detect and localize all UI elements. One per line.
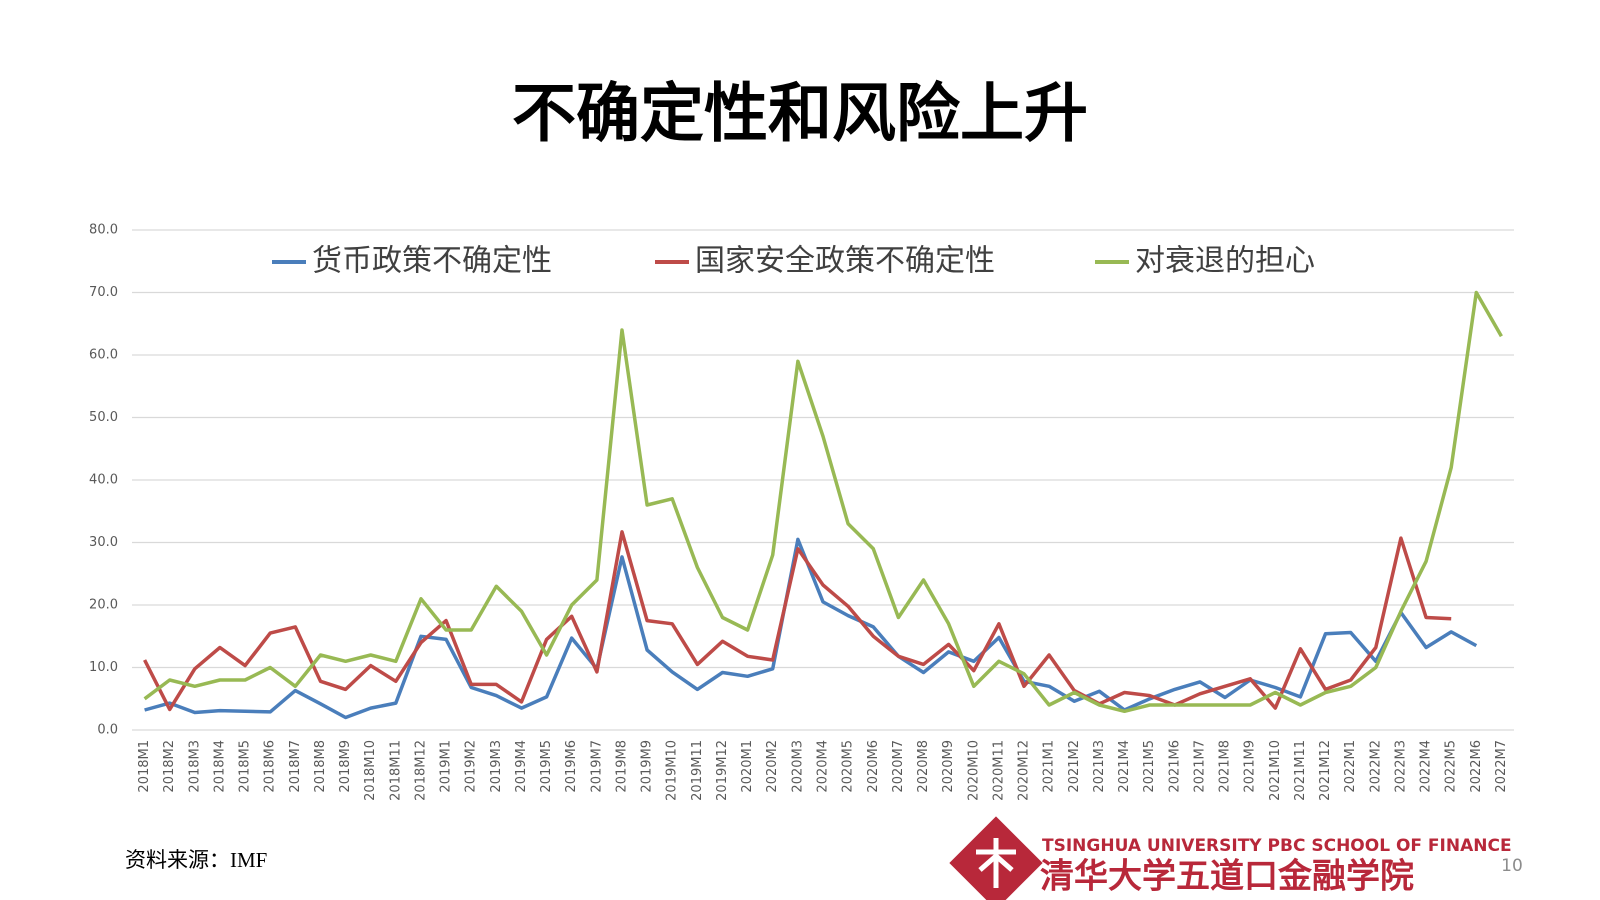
x-tick-label: 2021M10: [1268, 740, 1283, 801]
x-tick-label: 2021M4: [1117, 740, 1132, 793]
x-tick-label: 2019M4: [514, 740, 529, 793]
logo-emblem: [976, 838, 1016, 888]
x-tick-label: 2020M9: [941, 740, 956, 793]
x-tick-label: 2019M6: [564, 740, 579, 793]
y-tick-label: 80.0: [89, 223, 118, 238]
x-tick-label: 2021M8: [1218, 740, 1233, 793]
x-tick-label: 2021M11: [1293, 740, 1308, 801]
x-tick-label: 2019M12: [715, 740, 730, 801]
x-tick-label: 2021M5: [1142, 740, 1157, 793]
x-tick-label: 2020M3: [790, 740, 805, 793]
x-tick-label: 2018M8: [313, 740, 328, 793]
x-tick-label: 2021M2: [1067, 740, 1082, 793]
legend-label: 国家安全政策不确定性: [695, 244, 995, 279]
x-tick-label: 2018M5: [238, 740, 253, 793]
page-number: 10: [1501, 856, 1523, 876]
x-tick-label: 2021M9: [1243, 740, 1258, 793]
x-tick-label: 2022M3: [1393, 740, 1408, 793]
slide-title: 不确定性和风险上升: [512, 78, 1088, 152]
y-tick-label: 0.0: [97, 723, 118, 738]
x-tick-label: 2018M3: [187, 740, 202, 793]
x-tick-label: 2021M7: [1192, 740, 1207, 793]
x-tick-label: 2018M6: [263, 740, 278, 793]
y-tick-label: 60.0: [89, 348, 118, 363]
logo-chinese: 清华大学五道口金融学院: [1040, 857, 1414, 897]
series-line: [143, 290, 1503, 714]
x-tick-label: 2018M11: [388, 740, 403, 801]
x-tick-label: 2018M10: [363, 740, 378, 801]
y-tick-label: 50.0: [89, 410, 118, 425]
x-tick-label: 2022M1: [1343, 740, 1358, 793]
x-tick-label: 2019M9: [640, 740, 655, 793]
x-tick-label: 2022M5: [1444, 740, 1459, 793]
y-tick-label: 70.0: [89, 285, 118, 300]
y-tick-label: 30.0: [89, 535, 118, 550]
x-tick-label: 2019M1: [439, 740, 454, 793]
x-tick-label: 2018M1: [137, 740, 152, 793]
x-tick-label: 2018M4: [212, 740, 227, 793]
logo-english: TSINGHUA UNIVERSITY PBC SCHOOL OF FINANC…: [1042, 836, 1512, 856]
x-tick-label: 2019M2: [464, 740, 479, 793]
x-tick-label: 2019M10: [665, 740, 680, 801]
x-tick-label: 2019M11: [690, 740, 705, 801]
x-tick-label: 2022M6: [1469, 740, 1484, 793]
x-tick-label: 2020M1: [740, 740, 755, 793]
x-tick-label: 2018M7: [288, 740, 303, 793]
x-tick-label: 2021M6: [1167, 740, 1182, 793]
y-tick-label: 20.0: [89, 598, 118, 613]
legend-label: 货币政策不确定性: [312, 244, 552, 279]
x-tick-label: 2018M2: [162, 740, 177, 793]
x-tick-label: 2020M11: [991, 740, 1006, 801]
y-tick-label: 40.0: [89, 473, 118, 488]
x-tick-label: 2020M5: [841, 740, 856, 793]
x-tick-label: 2019M8: [614, 740, 629, 793]
x-tick-label: 2022M2: [1368, 740, 1383, 793]
x-tick-label: 2018M9: [338, 740, 353, 793]
x-tick-label: 2018M12: [413, 740, 428, 801]
x-tick-label: 2020M4: [816, 740, 831, 793]
x-tick-label: 2020M2: [765, 740, 780, 793]
x-tick-label: 2019M3: [489, 740, 504, 793]
x-tick-label: 2022M4: [1419, 740, 1434, 793]
x-tick-label: 2020M12: [1017, 740, 1032, 801]
series-line: [143, 530, 1452, 712]
x-tick-label: 2019M5: [539, 740, 554, 793]
x-tick-label: 2020M10: [966, 740, 981, 801]
x-tick-label: 2020M7: [891, 740, 906, 793]
x-tick-label: 2022M7: [1494, 740, 1509, 793]
y-tick-label: 10.0: [89, 660, 118, 675]
x-tick-label: 2021M3: [1092, 740, 1107, 793]
x-tick-label: 2021M1: [1042, 740, 1057, 793]
x-tick-label: 2019M7: [589, 740, 604, 793]
x-tick-label: 2021M12: [1318, 740, 1333, 801]
x-tick-label: 2020M6: [866, 740, 881, 793]
legend-label: 对衰退的担心: [1135, 244, 1315, 279]
source-note: 资料来源：IMF: [125, 848, 267, 872]
x-tick-label: 2020M8: [916, 740, 931, 793]
logo: TSINGHUA UNIVERSITY PBC SCHOOL OF FINANC…: [949, 816, 1512, 900]
